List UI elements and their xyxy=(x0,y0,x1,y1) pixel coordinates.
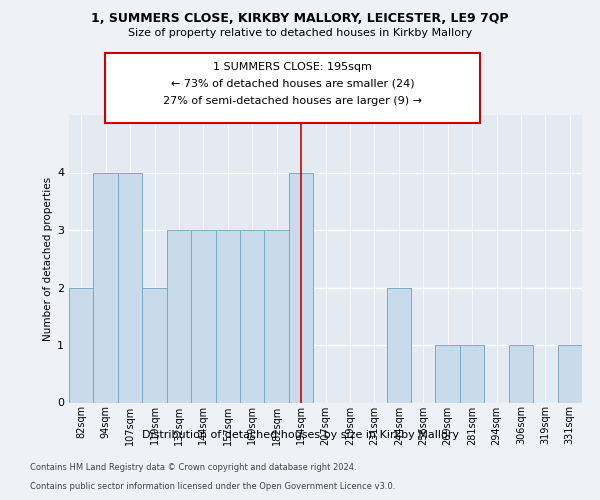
Bar xyxy=(191,230,215,402)
Bar xyxy=(289,172,313,402)
Text: Contains HM Land Registry data © Crown copyright and database right 2024.: Contains HM Land Registry data © Crown c… xyxy=(30,464,356,472)
Text: ← 73% of detached houses are smaller (24): ← 73% of detached houses are smaller (24… xyxy=(170,79,415,89)
Bar xyxy=(240,230,265,402)
Bar xyxy=(557,345,582,403)
Bar xyxy=(215,230,240,402)
Bar xyxy=(509,345,533,403)
Bar xyxy=(118,172,142,402)
Text: 1 SUMMERS CLOSE: 195sqm: 1 SUMMERS CLOSE: 195sqm xyxy=(213,62,372,72)
Bar xyxy=(69,288,94,403)
Bar xyxy=(142,288,167,403)
Text: Contains public sector information licensed under the Open Government Licence v3: Contains public sector information licen… xyxy=(30,482,395,491)
Bar xyxy=(94,172,118,402)
Bar xyxy=(265,230,289,402)
Y-axis label: Number of detached properties: Number of detached properties xyxy=(43,176,53,341)
Text: 27% of semi-detached houses are larger (9) →: 27% of semi-detached houses are larger (… xyxy=(163,96,422,106)
Text: Distribution of detached houses by size in Kirkby Mallory: Distribution of detached houses by size … xyxy=(142,430,458,440)
Bar xyxy=(460,345,484,403)
Bar xyxy=(386,288,411,403)
Bar xyxy=(167,230,191,402)
Bar xyxy=(436,345,460,403)
Text: Size of property relative to detached houses in Kirkby Mallory: Size of property relative to detached ho… xyxy=(128,28,472,38)
Text: 1, SUMMERS CLOSE, KIRKBY MALLORY, LEICESTER, LE9 7QP: 1, SUMMERS CLOSE, KIRKBY MALLORY, LEICES… xyxy=(91,12,509,26)
